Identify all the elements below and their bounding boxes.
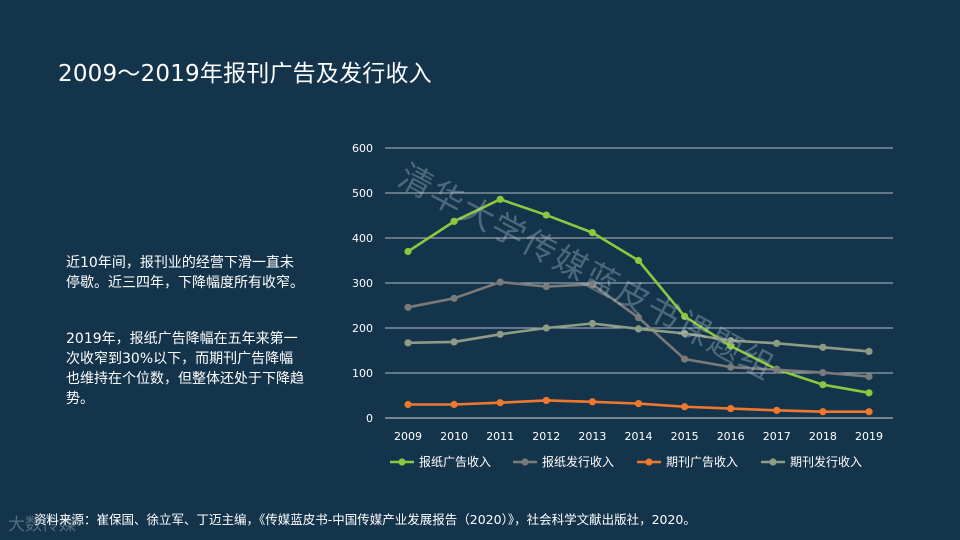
chart-gridlines <box>385 147 893 419</box>
series-3 <box>404 396 873 416</box>
series-4-point-2016 <box>727 337 735 345</box>
series-4-point-2009 <box>404 339 412 347</box>
legend-swatch-marker-4 <box>769 458 777 466</box>
series-2-point-2010 <box>450 294 458 302</box>
x-tick-label-2013: 2013 <box>578 430 606 443</box>
legend-label-3: 期刊广告收入 <box>666 455 738 469</box>
series-1-point-2014 <box>634 256 643 265</box>
series-4-point-2014 <box>634 325 643 333</box>
series-3-point-2011 <box>496 399 504 407</box>
series-4-point-2019 <box>865 347 873 355</box>
y-tick-label-0: 0 <box>366 412 373 425</box>
series-3-point-2017 <box>773 406 781 414</box>
legend-swatch-marker-3 <box>645 458 653 466</box>
series-2-point-2015 <box>681 355 689 363</box>
x-tick-label-2016: 2016 <box>717 430 745 443</box>
series-4-point-2010 <box>450 338 458 346</box>
series-4 <box>404 319 873 355</box>
description-paragraph-1: 近10年间，报刊业的经营下滑一直未停歇。近三四年，下降幅度所有收窄。 <box>66 255 304 291</box>
series-1-point-2018 <box>819 381 827 389</box>
series-1-point-2019 <box>865 389 873 397</box>
y-tick-label-600: 600 <box>352 142 373 155</box>
series-3-point-2016 <box>727 404 735 413</box>
source-note: 资料来源：崔保国、徐立军、丁迈主编，《传媒蓝皮书-中国传媒产业发展报告（2020… <box>34 512 696 527</box>
series-1-point-2011 <box>496 195 504 203</box>
y-axis-ticks: 0 100 200 300 400 500 600 <box>352 142 373 425</box>
series-1-point-2010 <box>450 217 458 225</box>
series-3-point-2019 <box>865 408 873 416</box>
series-3-point-2014 <box>634 400 643 408</box>
series-2-point-2017 <box>773 366 781 374</box>
y-tick-label-300: 300 <box>352 277 373 290</box>
x-tick-label-2019: 2019 <box>855 430 883 443</box>
series-1-line <box>406 198 871 395</box>
legend-item-1: 报纸广告收入 <box>390 454 491 469</box>
series-2-point-2016 <box>727 363 735 371</box>
series-2-point-2013 <box>588 280 597 288</box>
series-3-point-2013 <box>588 398 597 406</box>
x-tick-label-2015: 2015 <box>671 430 699 443</box>
series-2-point-2019 <box>865 373 873 381</box>
series-4-point-2018 <box>819 343 827 351</box>
x-tick-label-2009: 2009 <box>394 430 422 443</box>
series-2-point-2009 <box>404 303 412 311</box>
legend-item-4: 期刊发行收入 <box>761 454 862 469</box>
series-1-point-2013 <box>588 229 597 237</box>
legend-label-4: 期刊发行收入 <box>790 454 862 469</box>
y-tick-label-200: 200 <box>352 322 373 335</box>
series-4-point-2015 <box>681 329 689 337</box>
series-1-point-2009 <box>404 247 412 256</box>
series-1-point-2015 <box>681 312 689 320</box>
series-3-point-2009 <box>404 400 412 409</box>
series-2-point-2011 <box>496 278 504 286</box>
series-3-point-2012 <box>542 396 550 405</box>
series-4-point-2013 <box>588 319 597 328</box>
legend-label-1: 报纸广告收入 <box>419 454 491 469</box>
series-1 <box>404 195 873 397</box>
series-1-point-2012 <box>542 211 550 219</box>
legend-swatch-marker-1 <box>398 458 406 466</box>
x-tick-label-2011: 2011 <box>486 430 514 443</box>
series-4-point-2011 <box>496 330 504 338</box>
series-1-point-2016 <box>727 342 735 350</box>
brand-logo-text: 大数传媒 <box>8 515 76 535</box>
x-tick-label-2018: 2018 <box>809 430 837 443</box>
x-tick-label-2012: 2012 <box>532 430 560 443</box>
series-3-point-2015 <box>681 403 689 411</box>
x-tick-label-2014: 2014 <box>625 430 653 443</box>
series-4-point-2012 <box>542 324 550 332</box>
series-3-point-2018 <box>819 408 827 416</box>
chart-legend: 报纸广告收入 报纸发行收入 期刊广告收入 期刊发行收入 <box>390 454 862 469</box>
chart-series <box>404 195 873 416</box>
page-title: 2009～2019年报刊广告及发行收入 <box>58 61 432 87</box>
y-tick-label-500: 500 <box>352 187 373 200</box>
x-tick-label-2010: 2010 <box>440 430 468 443</box>
y-tick-label-100: 100 <box>352 367 373 380</box>
legend-item-2: 报纸发行收入 <box>513 454 614 469</box>
series-2-point-2012 <box>542 283 550 291</box>
series-3-point-2010 <box>450 400 458 409</box>
legend-swatch-marker-2 <box>521 458 529 466</box>
x-tick-label-2017: 2017 <box>763 430 791 443</box>
series-2-point-2014 <box>634 314 643 322</box>
description-paragraph-2: 2019年，报纸广告降幅在五年来第一次收窄到30%以下，而期刊广告降幅也维持在个… <box>66 331 304 407</box>
x-axis-ticks: 2009 2010 2011 2012 2013 2014 2015 2016 2017 2018… <box>394 430 883 443</box>
series-2-point-2018 <box>819 368 827 377</box>
legend-item-3: 期刊广告收入 <box>637 455 738 469</box>
y-tick-label-400: 400 <box>352 232 373 245</box>
legend-label-2: 报纸发行收入 <box>542 454 614 469</box>
series-2 <box>404 278 873 381</box>
series-4-point-2017 <box>773 339 781 347</box>
